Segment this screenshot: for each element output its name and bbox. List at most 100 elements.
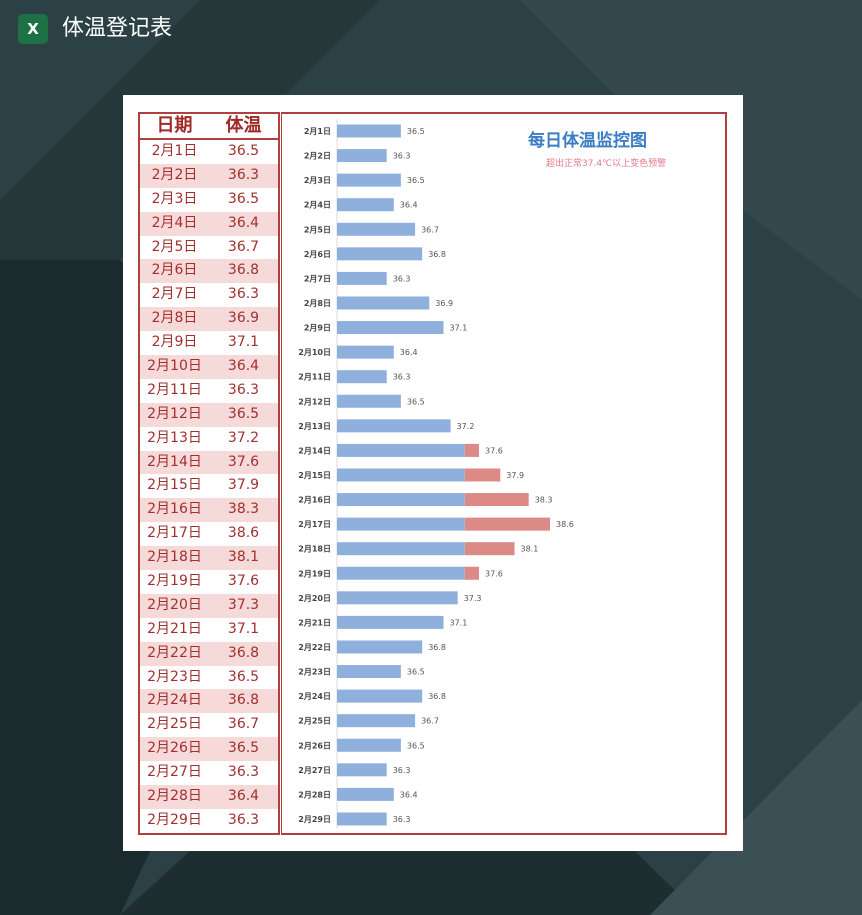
data-label: 36.3 [393,373,411,382]
date-cell: 2月21日 [147,620,202,637]
bar-normal [337,419,451,433]
data-label: 36.5 [407,741,425,750]
table-row: 2月18日 38.1 [140,546,278,571]
table-row: 2月25日 36.7 [140,713,278,737]
bar-normal [337,493,465,507]
category-label: 2月23日 [298,668,331,677]
temp-cell: 36.4 [227,358,260,375]
date-cell: 2月26日 [147,740,202,757]
date-cell: 2月23日 [147,668,202,685]
date-cell: 2月4日 [151,214,198,231]
bar-normal [337,443,465,457]
category-label: 2月17日 [298,520,331,529]
category-label: 2月12日 [298,397,331,406]
category-label: 2月6日 [304,250,331,259]
data-label: 36.3 [393,815,411,824]
table-row: 2月4日 36.4 [140,211,278,236]
temp-cell: 38.3 [227,501,260,518]
table-row: 2月8日 36.9 [140,307,278,332]
data-label: 36.5 [407,397,425,406]
bar-normal [337,517,465,531]
data-label: 36.3 [393,152,411,161]
temp-cell: 36.5 [227,668,260,685]
data-label: 36.8 [428,250,446,259]
category-label: 2月4日 [304,201,331,210]
bar-normal [337,173,401,187]
bar-normal [337,198,394,212]
table-row: 2月1日 36.5 [140,140,278,164]
bar-normal [337,689,423,703]
category-label: 2月7日 [304,274,331,283]
data-label: 38.1 [521,545,539,554]
top-bar: X 体温登记表 [0,0,862,58]
temp-cell: 36.4 [227,788,260,805]
temp-cell: 36.3 [227,381,260,398]
bar-normal [337,763,387,777]
temp-cell: 36.3 [227,811,260,828]
bar-alert [464,517,550,531]
table-row: 2月11日 36.3 [140,379,278,403]
data-label: 37.3 [464,594,482,603]
date-cell: 2月12日 [147,405,202,422]
temp-cell: 37.6 [227,573,260,590]
date-cell: 2月1日 [151,143,198,159]
table-row: 2月16日 38.3 [140,498,278,523]
date-cell: 2月27日 [147,764,202,781]
bar-normal [337,591,458,605]
category-label: 2月27日 [298,766,331,775]
data-label: 36.4 [400,348,418,357]
category-label: 2月25日 [298,717,331,726]
bar-alert [464,443,479,457]
table-row: 2月22日 36.8 [140,641,278,666]
category-label: 2月9日 [304,324,331,333]
data-label: 36.8 [428,692,446,701]
bar-normal [337,124,401,138]
app-title: 体温登记表 [62,16,173,41]
header-date: 日期 [156,115,193,136]
category-label: 2月21日 [298,618,331,627]
table-row: 2月7日 36.3 [140,283,278,307]
category-label: 2月20日 [298,594,331,603]
data-label: 37.2 [457,422,475,431]
date-cell: 2月6日 [151,262,198,279]
date-cell: 2月2日 [151,166,198,183]
table-row: 2月27日 36.3 [140,761,278,785]
bar-alert [464,493,529,507]
date-cell: 2月9日 [151,334,198,351]
data-label: 36.3 [393,766,411,775]
category-label: 2月13日 [298,422,331,431]
chart-title: 每日体温监控图 [528,131,647,151]
data-label: 36.4 [400,790,418,799]
category-label: 2月15日 [298,471,331,480]
table-row: 2月13日 37.2 [140,427,278,451]
bar-normal [337,222,416,236]
temp-cell: 36.8 [227,262,260,279]
temp-cell: 36.3 [227,166,260,183]
temp-cell: 36.8 [227,692,260,709]
category-label: 2月18日 [298,545,331,554]
bar-normal [337,321,444,335]
category-label: 2月24日 [298,692,331,701]
data-label: 37.1 [450,324,468,333]
table-row: 2月26日 36.5 [140,737,278,762]
category-label: 2月5日 [304,225,331,234]
table-row: 2月28日 36.4 [140,785,278,809]
data-label: 36.9 [435,299,453,308]
data-label: 37.6 [485,569,503,578]
bar-normal [337,738,401,752]
table-row: 2月19日 37.6 [140,570,278,594]
excel-icon: X [18,14,48,44]
temp-cell: 36.3 [227,286,260,303]
date-cell: 2月10日 [147,358,202,375]
date-cell: 2月25日 [147,716,202,733]
data-label: 36.8 [428,643,446,652]
table-row: 2月14日 37.6 [140,450,278,475]
date-cell: 2月13日 [147,429,202,446]
bar-normal [337,640,423,654]
category-label: 2月1日 [304,127,331,136]
date-cell: 2月18日 [147,549,202,566]
date-cell: 2月20日 [147,596,202,613]
category-label: 2月19日 [298,569,331,578]
bar-normal [337,714,416,728]
temp-cell: 38.6 [227,525,260,542]
